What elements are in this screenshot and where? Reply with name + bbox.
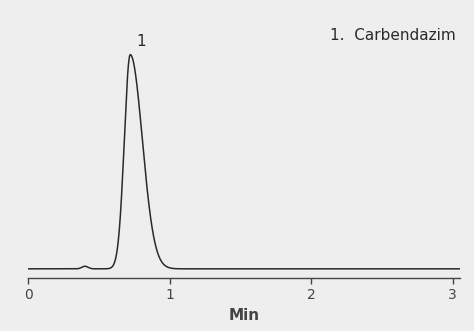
Text: 1: 1: [136, 34, 146, 49]
Text: 1.  Carbendazim: 1. Carbendazim: [330, 28, 456, 43]
X-axis label: Min: Min: [228, 308, 260, 323]
